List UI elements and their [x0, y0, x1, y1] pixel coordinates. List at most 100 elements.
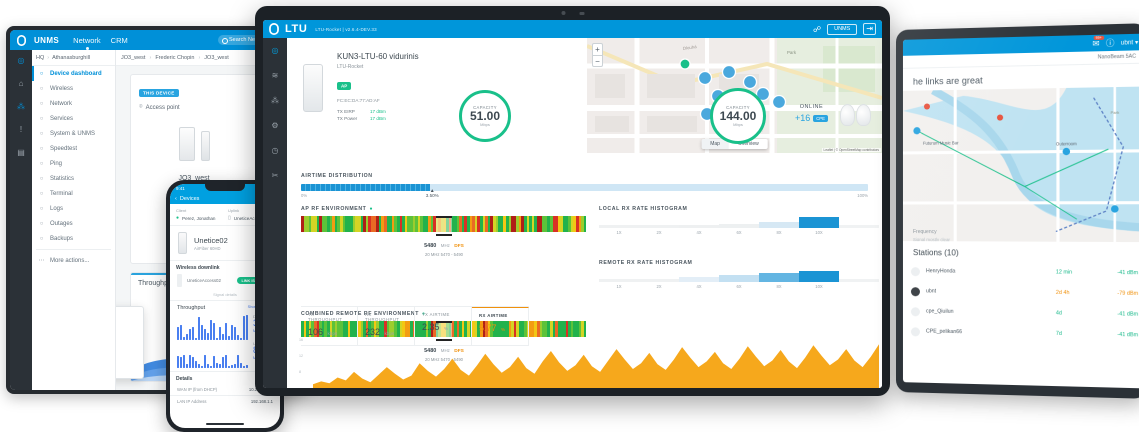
stat-tx-throughput[interactable]: TX THROUGHPUT 106 kbps [301, 307, 358, 345]
bluetooth-icon[interactable]: ☍ [812, 24, 822, 34]
network-icon[interactable]: ⁂ [271, 96, 279, 105]
popup-item-firmware-upgrade[interactable]: Firmware upgrade [116, 349, 143, 362]
sidebar-item-network[interactable]: ○ Network [32, 96, 115, 111]
tx-power-label: TX Power [337, 116, 358, 121]
spectrum-bin [583, 321, 587, 337]
tab-crm[interactable]: CRM [110, 35, 128, 45]
spectrum-bin [508, 216, 512, 232]
logout-icon[interactable]: ⇥ [863, 23, 876, 35]
sidebar-item-speedtest[interactable]: ○ Speedtest [32, 141, 115, 156]
bar [231, 365, 233, 368]
ap-rf-title: AP RF ENVIRONMENT [301, 206, 367, 212]
spectrum-bin [448, 216, 452, 232]
dashboard-icon[interactable]: ◎ [271, 46, 279, 55]
sidebar-item-outages[interactable]: ○ Outages [32, 216, 115, 231]
stat-unit: % [500, 327, 506, 332]
spectrum-bin [373, 321, 377, 337]
lan-ip-label: LAN IP Address [177, 399, 207, 404]
sidebar-item-logs[interactable]: ○ Logs [32, 201, 115, 216]
right-tablet-map[interactable]: Futurum Music Bar Outerroom Park Frequen… [902, 86, 1139, 243]
histogram-tick [839, 284, 879, 289]
stat-tx-airtime[interactable]: TX AIRTIME 2.35 % [415, 307, 472, 345]
services-icon[interactable]: ⚙ [271, 121, 279, 130]
spectrum-bin [409, 321, 413, 337]
help-icon[interactable]: ⓘ [1105, 38, 1115, 48]
bar [201, 324, 203, 340]
signal-details-link[interactable]: Signal details [213, 292, 237, 297]
stat-unit: % [443, 326, 449, 331]
sidebar-item-terminal[interactable]: ○ Terminal [32, 186, 115, 201]
sidebar-item-services[interactable]: ○ Services [32, 111, 115, 126]
logs-icon[interactable]: ▤ [17, 147, 25, 157]
spectrum-bin [495, 321, 499, 337]
sidebar-item-wireless[interactable]: ○ Wireless [32, 81, 115, 96]
spectrum-bin [420, 321, 423, 337]
sidebar-item-ping[interactable]: ○ Ping [32, 156, 115, 171]
popup-item-reassign-to[interactable]: Reassign to... [116, 323, 143, 336]
breadcrumb2-item-1[interactable]: Frederic Chopin [155, 54, 195, 61]
station-row[interactable]: HenryHonda 12 min -41 dBm [903, 261, 1139, 284]
zoom-in-button[interactable]: + [595, 45, 600, 54]
station-signal: -41 dBm [1117, 269, 1139, 277]
gauge-icon: ○ [39, 145, 44, 152]
tools-icon[interactable]: ✂ [271, 171, 279, 180]
notifications-icon[interactable]: ✉ 99+ [1093, 35, 1104, 48]
breadcrumb-item-hq[interactable]: HQ [36, 54, 45, 61]
sidebar-item-backups[interactable]: ○ Backups [32, 231, 115, 246]
ltu-brand-label: LTU [285, 23, 308, 35]
info-icon[interactable]: ● [422, 311, 426, 317]
stat-rx-throughput[interactable]: RX THROUGHPUT 232 kbps [358, 307, 415, 345]
spectrum-bin [407, 216, 410, 232]
laptop-throughput-title: Throughput [138, 280, 174, 287]
user-menu[interactable]: ubnt ▾ [1121, 38, 1138, 46]
spectrum-bin [443, 216, 447, 232]
breadcrumb-item-site[interactable]: Athanasburghill [52, 54, 91, 61]
more-actions-item[interactable]: ⋯ More actions... [32, 253, 115, 268]
station-signal: -79 dBm [1117, 290, 1139, 298]
sidebar-item-device-dashboard[interactable]: ○ Device dashboard [32, 66, 115, 81]
station-uptime: 2d 4h [1055, 289, 1070, 297]
tab-network[interactable]: Network [73, 35, 101, 50]
sidebar-item-system-unms[interactable]: ○ System & UNMS [32, 126, 115, 141]
phone-nav-bar[interactable]: ‹ Devices [170, 193, 280, 204]
wan-ip-label: WAN IP (from DHCP) [177, 387, 218, 392]
zoom-out-button[interactable]: − [593, 55, 602, 66]
spectrum-bin [321, 216, 325, 232]
wireless-icon[interactable]: ≋ [271, 71, 279, 80]
spectrum-bin [539, 216, 543, 232]
stat-value: 232 [365, 327, 381, 337]
devices-icon[interactable]: ◎ [17, 55, 25, 65]
map-view-button[interactable]: Map [701, 139, 729, 149]
map-view-toggle[interactable]: Map Overview [701, 139, 768, 149]
stat-rx-airtime[interactable]: RX AIRTIME 5.77 % [472, 307, 529, 345]
tablet-camera-icon [561, 11, 565, 15]
ap-rf-freq-unit: MHz [440, 243, 450, 248]
breadcrumb2-item-2[interactable]: JO3_west [204, 54, 229, 61]
sites-icon[interactable]: ⌂ [18, 78, 24, 88]
phone-device-image [178, 232, 187, 254]
popup-item-reboot[interactable]: Reboot [116, 336, 143, 349]
speedtest-icon[interactable]: ◷ [271, 146, 279, 155]
overview-button[interactable]: Overview [737, 141, 759, 147]
spectrum-bin [326, 321, 330, 337]
unms-button[interactable]: UNMS [827, 23, 858, 35]
breadcrumb2-item-0[interactable]: JO3_west [121, 54, 146, 61]
station-row[interactable]: CPE_pelikan66 7d -41 dBm [903, 321, 1139, 346]
sidebar-item-statistics[interactable]: ○ Statistics [32, 171, 115, 186]
spectrum-bin [467, 321, 470, 337]
stat-value: 106 [308, 327, 324, 337]
info-icon[interactable]: ● [369, 206, 373, 212]
spectrum-bin [355, 216, 359, 232]
network-icon[interactable]: ⁂ [17, 101, 25, 111]
spectrum-bin [311, 321, 314, 337]
map-zoom-control[interactable]: + − [592, 43, 603, 67]
ap-rf-spectrum [301, 216, 587, 232]
popup-item-open-web-ui[interactable]: Open Web UI [116, 362, 143, 375]
alerts-icon[interactable]: ! [19, 124, 23, 134]
popup-item-reveal-credentials[interactable]: Reveal credentials [116, 310, 143, 323]
person-icon: ● [176, 215, 180, 221]
capacity-right-unit: Mbps [733, 122, 743, 127]
spectrum-bin [547, 321, 550, 337]
back-chevron-icon[interactable]: ‹ [175, 195, 177, 202]
spectrum-bin [537, 321, 540, 337]
